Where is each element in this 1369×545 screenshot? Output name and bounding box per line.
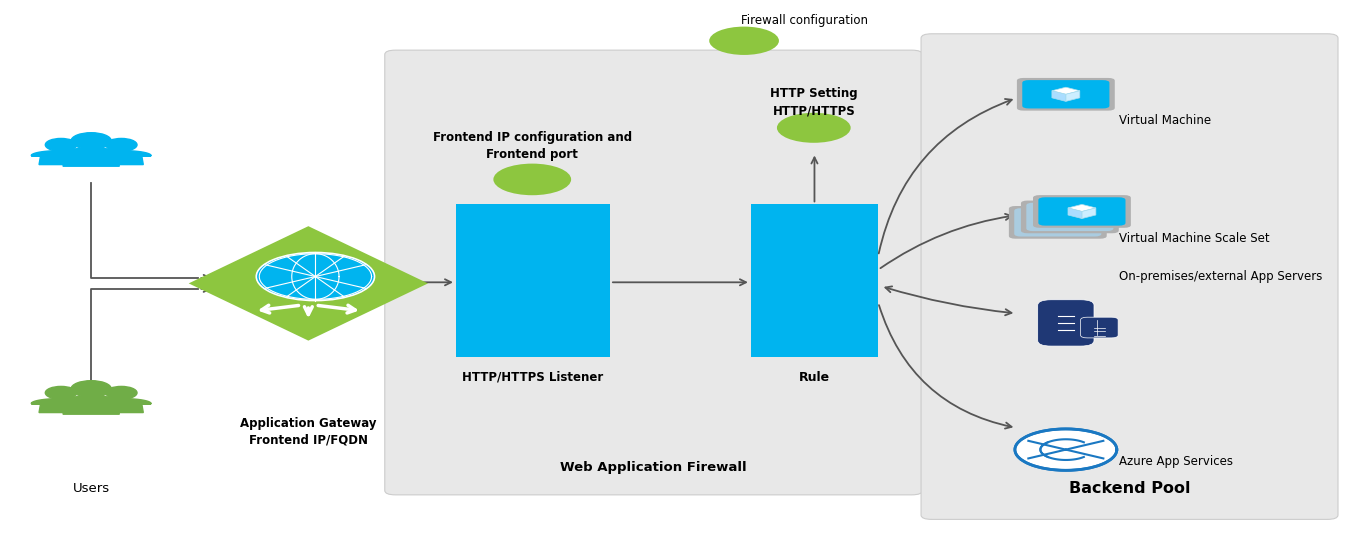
Polygon shape: [728, 41, 752, 52]
Text: Azure App Services: Azure App Services: [1120, 455, 1233, 468]
Polygon shape: [31, 150, 90, 156]
Text: On-premises/external App Servers: On-premises/external App Servers: [1120, 270, 1322, 283]
Polygon shape: [100, 156, 144, 165]
Circle shape: [256, 252, 375, 301]
Polygon shape: [1051, 91, 1066, 101]
FancyBboxPatch shape: [385, 50, 923, 495]
FancyBboxPatch shape: [1038, 300, 1094, 346]
Polygon shape: [1043, 219, 1058, 229]
Circle shape: [105, 138, 137, 151]
Bar: [1076, 222, 1087, 225]
FancyBboxPatch shape: [1038, 197, 1125, 226]
Polygon shape: [1058, 219, 1072, 229]
Text: Backend Pool: Backend Pool: [1069, 481, 1190, 496]
Circle shape: [45, 138, 77, 151]
Bar: [1053, 233, 1064, 236]
Bar: [1051, 230, 1088, 232]
Bar: [750, 204, 878, 357]
FancyBboxPatch shape: [1023, 80, 1109, 108]
Text: Firewall configuration: Firewall configuration: [741, 14, 868, 27]
Polygon shape: [63, 403, 119, 414]
Polygon shape: [31, 398, 90, 404]
Text: Virtual Machine Scale Set: Virtual Machine Scale Set: [1120, 232, 1270, 245]
Polygon shape: [92, 150, 151, 156]
Circle shape: [45, 386, 77, 399]
FancyBboxPatch shape: [921, 34, 1338, 519]
FancyBboxPatch shape: [1034, 195, 1131, 228]
Text: Application Gateway
Frontend IP/FQDN: Application Gateway Frontend IP/FQDN: [240, 417, 376, 447]
Text: HTTP Setting
HTTP/HTTPS: HTTP Setting HTTP/HTTPS: [769, 87, 857, 117]
Circle shape: [71, 133, 111, 149]
Polygon shape: [1082, 208, 1095, 219]
Polygon shape: [53, 396, 130, 403]
Bar: [1064, 225, 1101, 227]
Bar: [1065, 227, 1075, 231]
Circle shape: [105, 386, 137, 399]
FancyBboxPatch shape: [1009, 206, 1106, 239]
Polygon shape: [63, 155, 119, 166]
Bar: [1039, 235, 1076, 238]
Polygon shape: [53, 148, 130, 155]
Circle shape: [1014, 429, 1117, 470]
FancyBboxPatch shape: [1027, 203, 1113, 231]
Polygon shape: [92, 398, 151, 404]
Circle shape: [71, 381, 111, 397]
Bar: [1061, 105, 1071, 108]
Polygon shape: [189, 226, 428, 341]
Text: Frontend IP configuration and
Frontend port: Frontend IP configuration and Frontend p…: [433, 131, 632, 161]
Polygon shape: [1055, 210, 1084, 217]
Polygon shape: [515, 179, 539, 191]
FancyBboxPatch shape: [1017, 78, 1114, 111]
FancyBboxPatch shape: [1021, 201, 1118, 233]
Bar: [1047, 107, 1084, 110]
Polygon shape: [100, 404, 144, 413]
Circle shape: [709, 27, 779, 55]
Polygon shape: [1055, 214, 1069, 224]
Text: Web Application Firewall: Web Application Firewall: [560, 461, 747, 474]
Polygon shape: [1069, 214, 1084, 224]
Text: Users: Users: [73, 482, 110, 495]
Polygon shape: [1051, 87, 1080, 94]
Polygon shape: [798, 128, 821, 139]
FancyBboxPatch shape: [1080, 317, 1118, 338]
Bar: [456, 204, 611, 357]
Polygon shape: [1043, 215, 1072, 222]
Polygon shape: [40, 404, 84, 413]
Polygon shape: [1068, 204, 1095, 211]
Text: Rule: Rule: [799, 371, 830, 384]
Text: HTTP/HTTPS Listener: HTTP/HTTPS Listener: [463, 371, 604, 384]
Polygon shape: [1066, 91, 1080, 101]
Polygon shape: [40, 156, 84, 165]
Text: Virtual Machine: Virtual Machine: [1120, 114, 1212, 128]
Circle shape: [493, 164, 571, 195]
FancyBboxPatch shape: [1014, 208, 1102, 237]
Circle shape: [778, 113, 850, 143]
Polygon shape: [1068, 208, 1082, 219]
